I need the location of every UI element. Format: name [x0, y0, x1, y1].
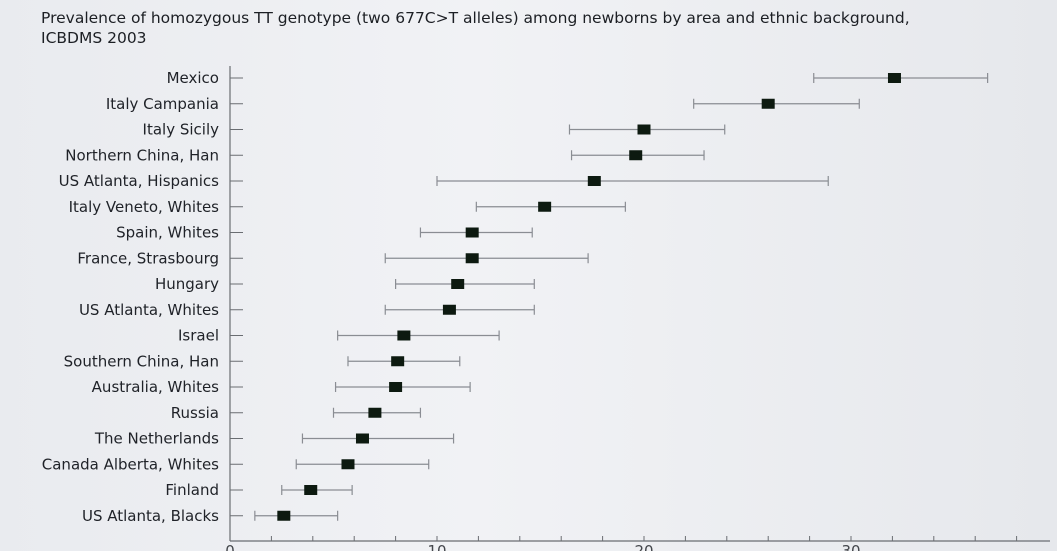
point-estimate — [442, 304, 456, 315]
category-label: Hungary — [155, 275, 219, 293]
category-label: Italy Veneto, Whites — [69, 198, 220, 216]
category-label: Finland — [165, 481, 219, 499]
point-estimate — [355, 433, 369, 444]
point-estimate — [277, 510, 291, 521]
point-estimate — [887, 73, 901, 83]
category-label: Southern China, Han — [64, 352, 219, 370]
point-estimate — [761, 98, 775, 109]
x-tick-label: 20 — [634, 542, 653, 551]
point-estimate — [304, 485, 318, 495]
category-label: The Netherlands — [94, 430, 219, 448]
category-label: Canada Alberta, Whites — [42, 455, 219, 473]
point-estimate — [587, 176, 601, 186]
point-estimate — [341, 459, 355, 470]
x-tick-label: 30 — [841, 542, 860, 551]
category-label: Italy Sicily — [143, 121, 220, 139]
point-estimate — [368, 407, 382, 418]
category-label: Italy Campania — [106, 95, 219, 113]
point-estimate — [629, 150, 643, 161]
point-estimate — [451, 279, 465, 289]
category-label: Mexico — [167, 69, 219, 87]
point-estimate — [465, 227, 479, 238]
category-label: Israel — [178, 327, 219, 345]
point-estimate — [538, 201, 552, 212]
point-estimate — [637, 124, 651, 135]
category-label: US Atlanta, Hispanics — [59, 172, 220, 190]
category-label: Russia — [171, 404, 219, 422]
point-estimate — [389, 382, 403, 392]
category-label: US Atlanta, Blacks — [82, 507, 219, 525]
point-estimate — [391, 356, 405, 367]
category-label: Spain, Whites — [116, 224, 219, 242]
x-tick-label: 10 — [427, 542, 446, 551]
category-label: Northern China, Han — [65, 146, 219, 164]
category-label: US Atlanta, Whites — [79, 301, 219, 319]
point-estimate — [397, 330, 411, 341]
category-label: France, Strasbourg — [77, 249, 219, 267]
x-tick-label: 0 — [225, 542, 235, 551]
category-label: Australia, Whites — [92, 378, 220, 396]
point-estimate — [465, 253, 479, 264]
chart-title: Prevalence of homozygous TT genotype (tw… — [41, 9, 910, 47]
